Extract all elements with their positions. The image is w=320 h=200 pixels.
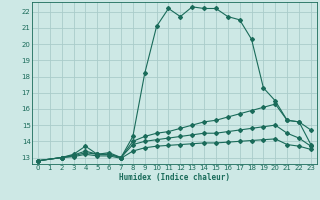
X-axis label: Humidex (Indice chaleur): Humidex (Indice chaleur) bbox=[119, 173, 230, 182]
